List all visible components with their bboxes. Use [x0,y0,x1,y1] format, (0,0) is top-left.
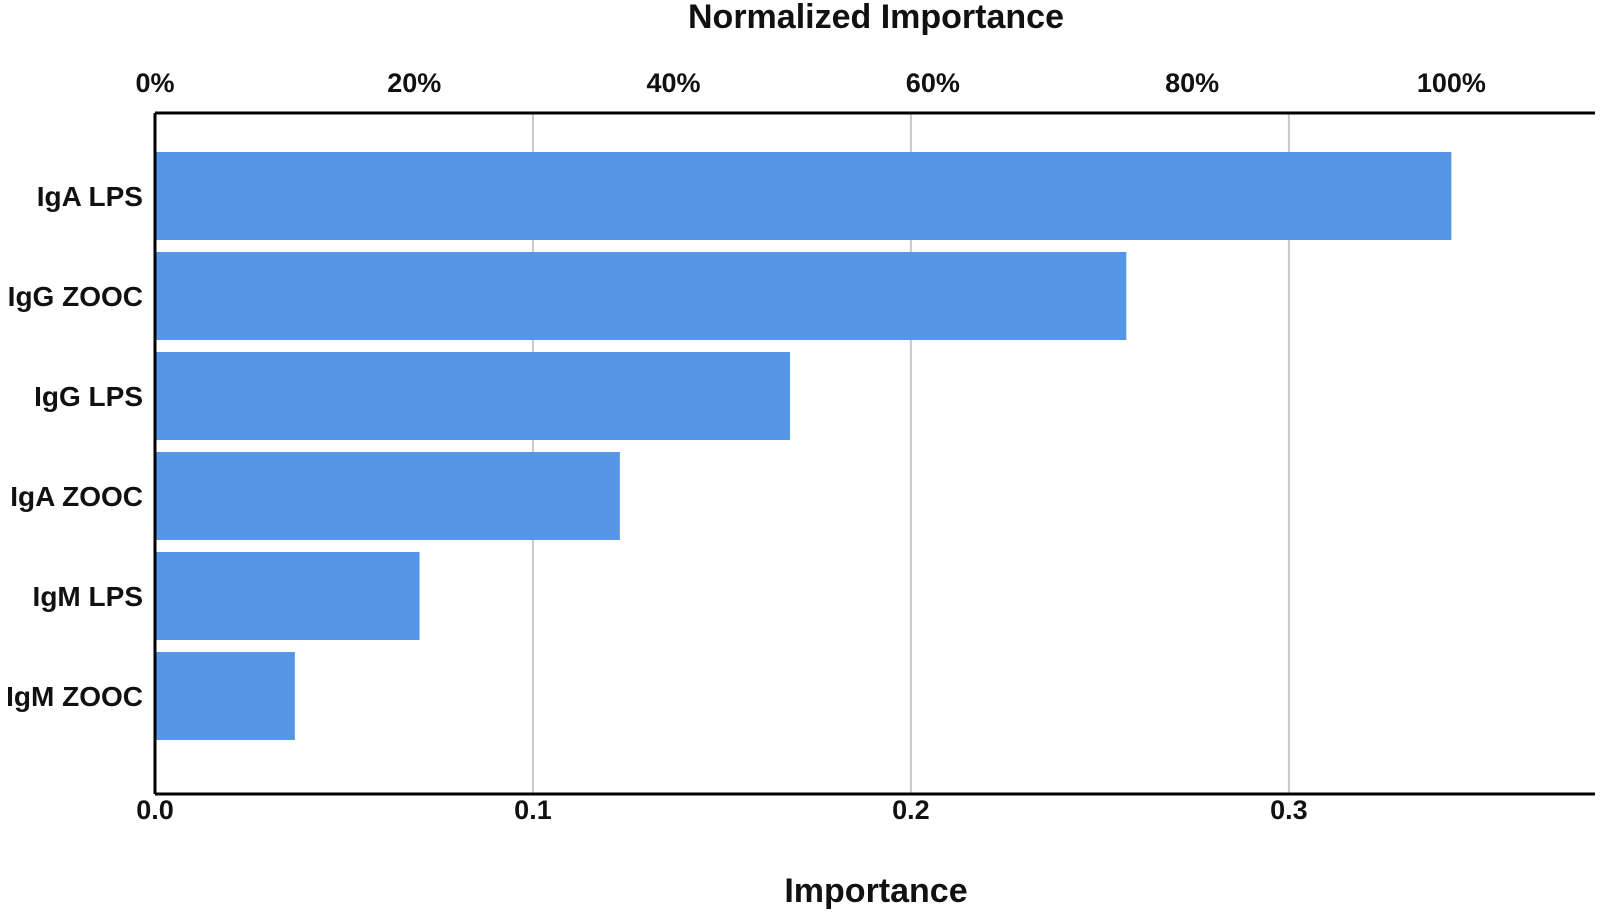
bar-4 [155,552,420,640]
top-axis-title: Normalized Importance [688,0,1064,36]
category-label-3: IgA ZOOC [10,481,143,512]
x2-tick-label-0: 0% [135,68,174,98]
x2-tick-label-4: 80% [1165,68,1219,98]
category-label-1: IgG ZOOC [8,281,143,312]
labels-layer: IgA LPS IgG ZOOC IgG LPS IgA ZOOC IgM LPS IgM… [6,68,1486,825]
bar-3 [155,452,620,540]
bar-0 [155,152,1452,240]
x-tick-label-3: 0.3 [1270,795,1308,825]
bar-2 [155,352,790,440]
bar-1 [155,252,1127,340]
x2-tick-label-5: 100% [1417,68,1486,98]
category-label-2: IgG LPS [34,381,143,412]
x2-tick-label-1: 20% [387,68,441,98]
category-label-0: IgA LPS [37,181,143,212]
x-tick-label-1: 0.1 [514,795,552,825]
bar-5 [155,652,295,740]
x-tick-label-0: 0.0 [136,795,174,825]
x-tick-label-2: 0.2 [892,795,930,825]
x2-tick-label-3: 60% [906,68,960,98]
x2-tick-label-2: 40% [647,68,701,98]
bars-layer [155,152,1452,740]
axes-layer [153,111,1595,796]
category-label-5: IgM ZOOC [6,681,143,712]
bottom-axis-title: Importance [784,872,967,910]
category-label-4: IgM LPS [33,581,143,612]
